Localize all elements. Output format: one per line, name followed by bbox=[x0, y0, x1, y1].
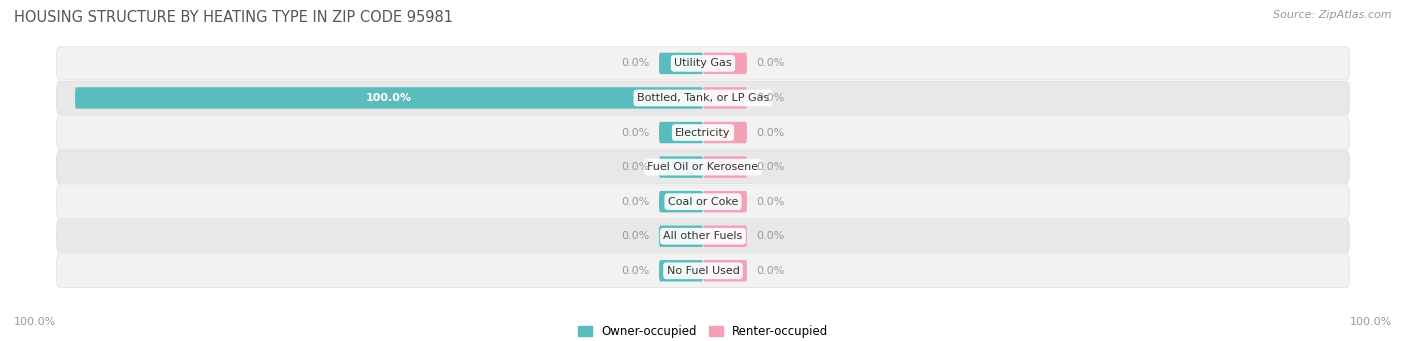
Legend: Owner-occupied, Renter-occupied: Owner-occupied, Renter-occupied bbox=[572, 321, 834, 341]
FancyBboxPatch shape bbox=[659, 122, 703, 143]
FancyBboxPatch shape bbox=[56, 185, 1350, 218]
FancyBboxPatch shape bbox=[703, 260, 747, 282]
Text: 100.0%: 100.0% bbox=[1350, 317, 1392, 327]
FancyBboxPatch shape bbox=[659, 191, 703, 212]
Text: 0.0%: 0.0% bbox=[756, 128, 785, 137]
FancyBboxPatch shape bbox=[703, 53, 747, 74]
FancyBboxPatch shape bbox=[56, 150, 1350, 184]
Text: Bottled, Tank, or LP Gas: Bottled, Tank, or LP Gas bbox=[637, 93, 769, 103]
FancyBboxPatch shape bbox=[56, 254, 1350, 287]
Text: 0.0%: 0.0% bbox=[621, 162, 650, 172]
Text: 0.0%: 0.0% bbox=[756, 93, 785, 103]
FancyBboxPatch shape bbox=[703, 191, 747, 212]
Text: 0.0%: 0.0% bbox=[621, 58, 650, 69]
Text: No Fuel Used: No Fuel Used bbox=[666, 266, 740, 276]
Text: 100.0%: 100.0% bbox=[366, 93, 412, 103]
FancyBboxPatch shape bbox=[75, 87, 703, 109]
Text: 0.0%: 0.0% bbox=[621, 128, 650, 137]
FancyBboxPatch shape bbox=[659, 53, 703, 74]
FancyBboxPatch shape bbox=[703, 225, 747, 247]
Text: All other Fuels: All other Fuels bbox=[664, 231, 742, 241]
FancyBboxPatch shape bbox=[659, 260, 703, 282]
Text: Fuel Oil or Kerosene: Fuel Oil or Kerosene bbox=[647, 162, 759, 172]
FancyBboxPatch shape bbox=[56, 116, 1350, 149]
Text: 100.0%: 100.0% bbox=[14, 317, 56, 327]
FancyBboxPatch shape bbox=[56, 81, 1350, 115]
Text: 0.0%: 0.0% bbox=[756, 231, 785, 241]
Text: Source: ZipAtlas.com: Source: ZipAtlas.com bbox=[1274, 10, 1392, 20]
Text: HOUSING STRUCTURE BY HEATING TYPE IN ZIP CODE 95981: HOUSING STRUCTURE BY HEATING TYPE IN ZIP… bbox=[14, 10, 453, 25]
Text: 0.0%: 0.0% bbox=[621, 231, 650, 241]
FancyBboxPatch shape bbox=[703, 122, 747, 143]
FancyBboxPatch shape bbox=[659, 225, 703, 247]
FancyBboxPatch shape bbox=[703, 157, 747, 178]
Text: 0.0%: 0.0% bbox=[621, 197, 650, 207]
Text: Electricity: Electricity bbox=[675, 128, 731, 137]
Text: 0.0%: 0.0% bbox=[756, 162, 785, 172]
FancyBboxPatch shape bbox=[659, 157, 703, 178]
FancyBboxPatch shape bbox=[703, 87, 747, 109]
Text: Utility Gas: Utility Gas bbox=[675, 58, 731, 69]
Text: 0.0%: 0.0% bbox=[756, 266, 785, 276]
FancyBboxPatch shape bbox=[56, 220, 1350, 253]
Text: 0.0%: 0.0% bbox=[756, 197, 785, 207]
Text: 0.0%: 0.0% bbox=[621, 266, 650, 276]
Text: Coal or Coke: Coal or Coke bbox=[668, 197, 738, 207]
Text: 0.0%: 0.0% bbox=[756, 58, 785, 69]
FancyBboxPatch shape bbox=[56, 47, 1350, 80]
